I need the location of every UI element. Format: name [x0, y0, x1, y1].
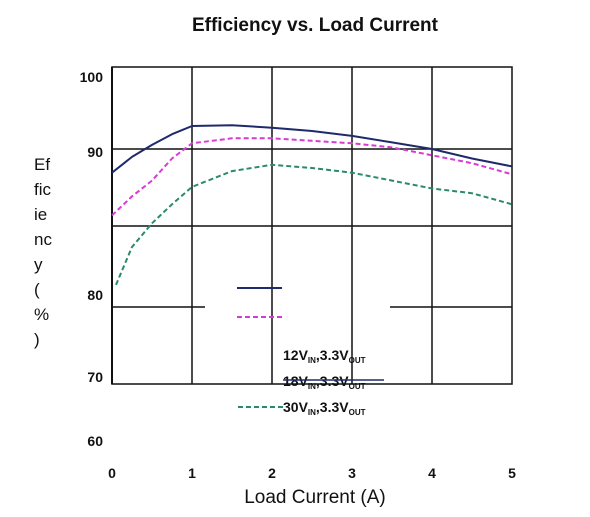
y-tick-label: 70 [87, 369, 103, 385]
x-tick-label: 0 [108, 465, 116, 481]
y-tick-label: 80 [87, 287, 103, 303]
series-layer [111, 124, 513, 286]
x-tick-label: 5 [508, 465, 516, 481]
y-tick-label: 90 [87, 144, 103, 160]
x-axis-label: Load Current (A) [244, 487, 386, 508]
chart-title: Efficiency vs. Load Current [192, 15, 439, 36]
y-tick-label: 60 [87, 433, 103, 449]
y-tick-label: 100 [80, 69, 104, 85]
x-tick-label: 1 [188, 465, 196, 481]
series-line-3 [115, 163, 513, 286]
series-line-2 [111, 137, 513, 217]
series-line-1 [111, 124, 513, 174]
tick-labels: 0 1 2 3 4 5 100 90 80 70 60 [80, 69, 516, 481]
x-tick-label: 3 [348, 465, 356, 481]
grid-layer [111, 66, 513, 385]
legend: 12VIN,3.3VOUT 18VIN,3.3VOUT 30VIN,3.3VOUT [237, 287, 384, 417]
legend-label-2: 18VIN,3.3VOUT [283, 373, 366, 391]
legend-label-1: 12VIN,3.3VOUT [283, 347, 366, 365]
y-axis-label: Ef fic ie nc y ( % ) [34, 155, 52, 349]
legend-label-3: 30VIN,3.3VOUT [283, 399, 366, 417]
x-tick-label: 2 [268, 465, 276, 481]
x-tick-label: 4 [428, 465, 436, 481]
